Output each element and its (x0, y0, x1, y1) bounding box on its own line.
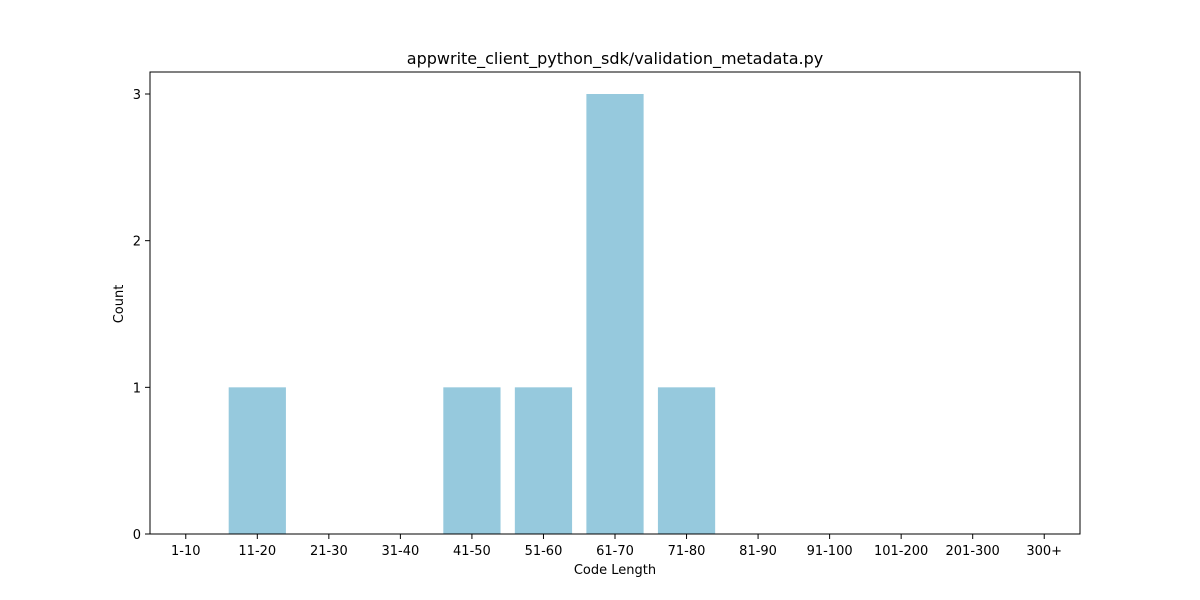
y-tick-label: 3 (133, 88, 141, 103)
bar-61-70 (586, 94, 644, 534)
x-tick-label: 101-200 (874, 544, 928, 559)
bar-11-20 (228, 387, 286, 534)
chart-title: appwrite_client_python_sdk/validation_me… (407, 49, 823, 69)
bar-41-50 (443, 387, 501, 534)
bar-71-80 (657, 387, 716, 534)
x-axis-label: Code Length (574, 563, 656, 578)
x-tick-label: 31-40 (381, 544, 419, 559)
y-axis-label: Count (112, 285, 127, 324)
x-tick-label: 71-80 (668, 544, 706, 559)
x-tick-label: 41-50 (453, 544, 491, 559)
y-tick-label: 2 (133, 235, 141, 250)
x-tick-label: 91-100 (807, 544, 853, 559)
x-tick-label: 21-30 (310, 544, 348, 559)
x-tick-label: 1-10 (171, 544, 201, 559)
x-tick-label: 201-300 (946, 544, 1000, 559)
y-tick-label: 1 (133, 381, 141, 396)
x-tick-label: 51-60 (525, 544, 563, 559)
y-tick-label: 0 (133, 528, 141, 543)
x-tick-label: 61-70 (596, 544, 634, 559)
y-axis: 0 1 2 3 (133, 88, 150, 543)
x-tick-label: 11-20 (238, 544, 276, 559)
x-tick-label: 81-90 (739, 544, 777, 559)
x-axis: 1-10 11-20 21-30 31-40 41-50 51-60 61-70 71-80 8… (171, 534, 1062, 559)
bar-51-60 (514, 387, 573, 534)
bars-group (228, 94, 716, 534)
x-tick-label: 300+ (1026, 544, 1062, 559)
